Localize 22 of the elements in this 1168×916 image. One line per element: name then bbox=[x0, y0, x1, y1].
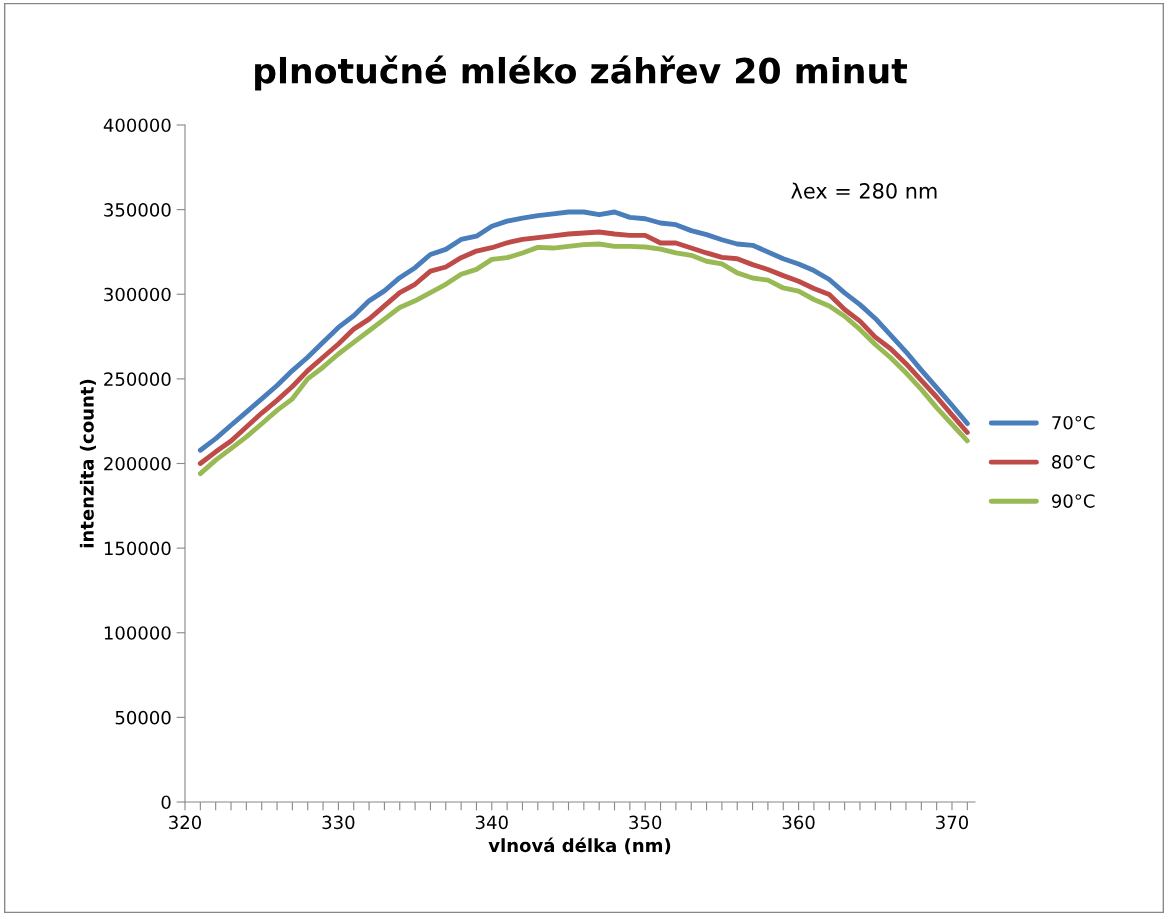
x-axis-title: vlnová délka (nm) bbox=[488, 837, 671, 855]
legend-label: 90°C bbox=[1051, 494, 1095, 508]
y-tick-label: 100000 bbox=[104, 626, 171, 640]
x-tick-label: 320 bbox=[169, 815, 202, 830]
x-tick-label: 370 bbox=[936, 815, 969, 830]
x-tick-label: 350 bbox=[629, 815, 662, 830]
annotation: λex = 280 nm bbox=[791, 182, 937, 199]
legend-label: 70°C bbox=[1052, 415, 1095, 430]
y-tick-label: 0 bbox=[161, 795, 171, 810]
y-axis-title: intenzita (count) bbox=[79, 379, 96, 548]
x-tick-label: 330 bbox=[322, 815, 355, 830]
y-tick-label: 400000 bbox=[103, 118, 171, 133]
legend-label: 80°C bbox=[1052, 455, 1095, 469]
x-tick-label: 360 bbox=[782, 815, 815, 830]
y-tick-label: 250000 bbox=[104, 372, 171, 386]
y-tick-label: 300000 bbox=[104, 287, 171, 302]
y-tick-label: 50000 bbox=[115, 710, 171, 725]
y-tick-label: 200000 bbox=[104, 456, 171, 471]
x-tick-label: 340 bbox=[475, 815, 508, 830]
chart-title: plnotučné mléko záhřev 20 minut bbox=[255, 55, 908, 91]
y-tick-label: 350000 bbox=[104, 203, 171, 217]
y-tick-label: 150000 bbox=[104, 541, 171, 556]
